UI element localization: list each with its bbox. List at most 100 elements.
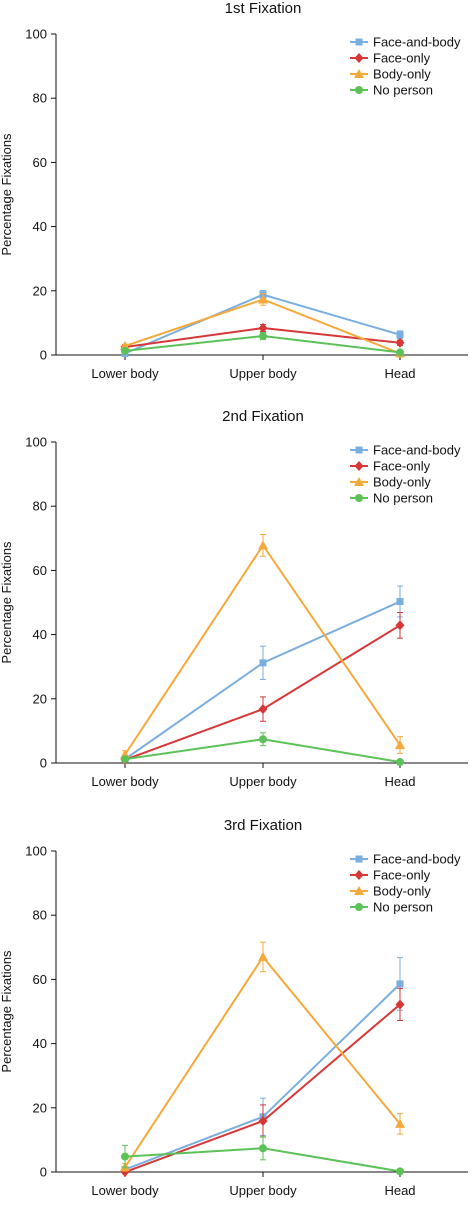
y-tick-label: 100: [25, 27, 47, 42]
chart-panel-2nd-fixation: 2nd Fixation Percentage Fixations 0 20 40 60 8…: [0, 408, 474, 808]
y-tick-label: 60: [33, 972, 47, 987]
y-tick-label: 0: [40, 756, 47, 771]
legend-item-face-only: Face-only: [350, 51, 431, 66]
data-point: [258, 704, 268, 715]
data-point: [396, 758, 404, 767]
legend-item-face-only: Face-only: [350, 868, 431, 883]
legend-label: Face-and-body: [373, 35, 461, 50]
legend-item-no-person: No person: [350, 83, 433, 98]
x-tick-label: Lower body: [91, 774, 159, 789]
data-point: [259, 1144, 267, 1153]
y-tick-label: 40: [33, 1036, 47, 1051]
series-no-person: [121, 332, 404, 357]
chart-title: 1st Fixation: [225, 0, 302, 17]
x-tick-label: Head: [384, 774, 415, 789]
data-point: [396, 980, 404, 988]
y-axis-label: Percentage Fixations: [0, 133, 14, 256]
legend-label: No person: [373, 83, 433, 98]
legend-marker: [354, 477, 364, 486]
data-point: [396, 331, 404, 339]
legend-label: No person: [373, 491, 433, 506]
legend-item-body-only: Body-only: [350, 884, 431, 899]
y-tick-label: 0: [40, 1165, 47, 1180]
legend-marker: [354, 461, 364, 471]
x-tick-label: Head: [384, 1183, 415, 1198]
x-tick-label: Upper body: [229, 366, 297, 381]
chart-2nd-fixation: 2nd Fixation Percentage Fixations 0 20 40 60 8…: [0, 408, 468, 789]
y-tick-label: 40: [33, 627, 47, 642]
data-point: [395, 999, 405, 1010]
data-point: [258, 1115, 268, 1126]
data-point: [121, 755, 129, 764]
legend-marker: [354, 886, 364, 895]
y-tick-label: 20: [33, 691, 47, 706]
legend-marker: [355, 855, 363, 863]
x-tick-label: Lower body: [91, 366, 159, 381]
y-axis-label: Percentage Fixations: [0, 950, 14, 1073]
data-point: [258, 540, 268, 550]
y-tick-label: 20: [33, 283, 47, 298]
legend-label: Body-only: [373, 67, 431, 82]
y-axis-label: Percentage Fixations: [0, 541, 14, 664]
legend-label: Face-and-body: [373, 852, 461, 867]
data-point: [258, 323, 268, 334]
legend-item-face-only: Face-only: [350, 459, 431, 474]
legend-label: Face-only: [373, 51, 431, 66]
legend-marker: [354, 69, 364, 78]
x-tick-label: Lower body: [91, 1183, 159, 1198]
series-no-person: [121, 732, 404, 767]
legend-label: Face-only: [373, 459, 431, 474]
data-point: [259, 332, 267, 341]
chart-title: 3rd Fixation: [224, 817, 302, 834]
legend-item-no-person: No person: [350, 491, 433, 506]
chart-3rd-fixation: 3rd Fixation Percentage Fixations 0 20 40 60 8…: [0, 817, 468, 1198]
y-tick-label: 20: [33, 1100, 47, 1115]
series-no-person: [121, 1136, 404, 1176]
chart-panel-1st-fixation: 1st Fixation Percentage Fixations 0 20 40 60 8…: [0, 0, 474, 400]
x-tick-label: Upper body: [229, 774, 297, 789]
legend-marker: [354, 870, 364, 880]
legend-marker: [354, 53, 364, 63]
y-tick-label: 80: [33, 91, 47, 106]
y-tick-label: 0: [40, 348, 47, 363]
x-tick-label: Head: [384, 366, 415, 381]
legend-marker: [355, 86, 363, 94]
y-tick-label: 60: [33, 155, 47, 170]
data-point: [395, 1118, 405, 1128]
legend-label: Face-only: [373, 868, 431, 883]
data-point: [395, 620, 405, 631]
legend-marker: [355, 446, 363, 454]
legend-item-no-person: No person: [350, 900, 433, 915]
legend-label: No person: [373, 900, 433, 915]
data-point: [121, 1152, 129, 1161]
legend-label: Body-only: [373, 884, 431, 899]
legend-item-face-and-body: Face-and-body: [350, 852, 461, 867]
y-tick-label: 100: [25, 435, 47, 450]
legend-marker: [355, 903, 363, 911]
legend-item-face-and-body: Face-and-body: [350, 35, 461, 50]
data-point: [395, 337, 405, 348]
y-tick-label: 100: [25, 844, 47, 859]
chart-1st-fixation: 1st Fixation Percentage Fixations 0 20 40 60 8…: [0, 0, 468, 381]
legend-marker: [355, 38, 363, 46]
legend-item-body-only: Body-only: [350, 475, 431, 490]
legend-marker: [355, 494, 363, 502]
chart-title: 2nd Fixation: [222, 408, 304, 425]
data-point: [396, 1167, 404, 1176]
x-tick-label: Upper body: [229, 1183, 297, 1198]
y-tick-label: 80: [33, 908, 47, 923]
data-point: [121, 346, 129, 355]
chart-panel-3rd-fixation: 3rd Fixation Percentage Fixations 0 20 40 60 8…: [0, 817, 474, 1217]
y-tick-label: 40: [33, 219, 47, 234]
data-point: [396, 598, 404, 606]
data-point: [258, 951, 268, 961]
legend-label: Body-only: [373, 475, 431, 490]
legend-label: Face-and-body: [373, 443, 461, 458]
data-point: [395, 740, 405, 750]
legend-item-body-only: Body-only: [350, 67, 431, 82]
data-point: [259, 659, 267, 667]
data-point: [258, 294, 268, 304]
y-tick-label: 60: [33, 563, 47, 578]
